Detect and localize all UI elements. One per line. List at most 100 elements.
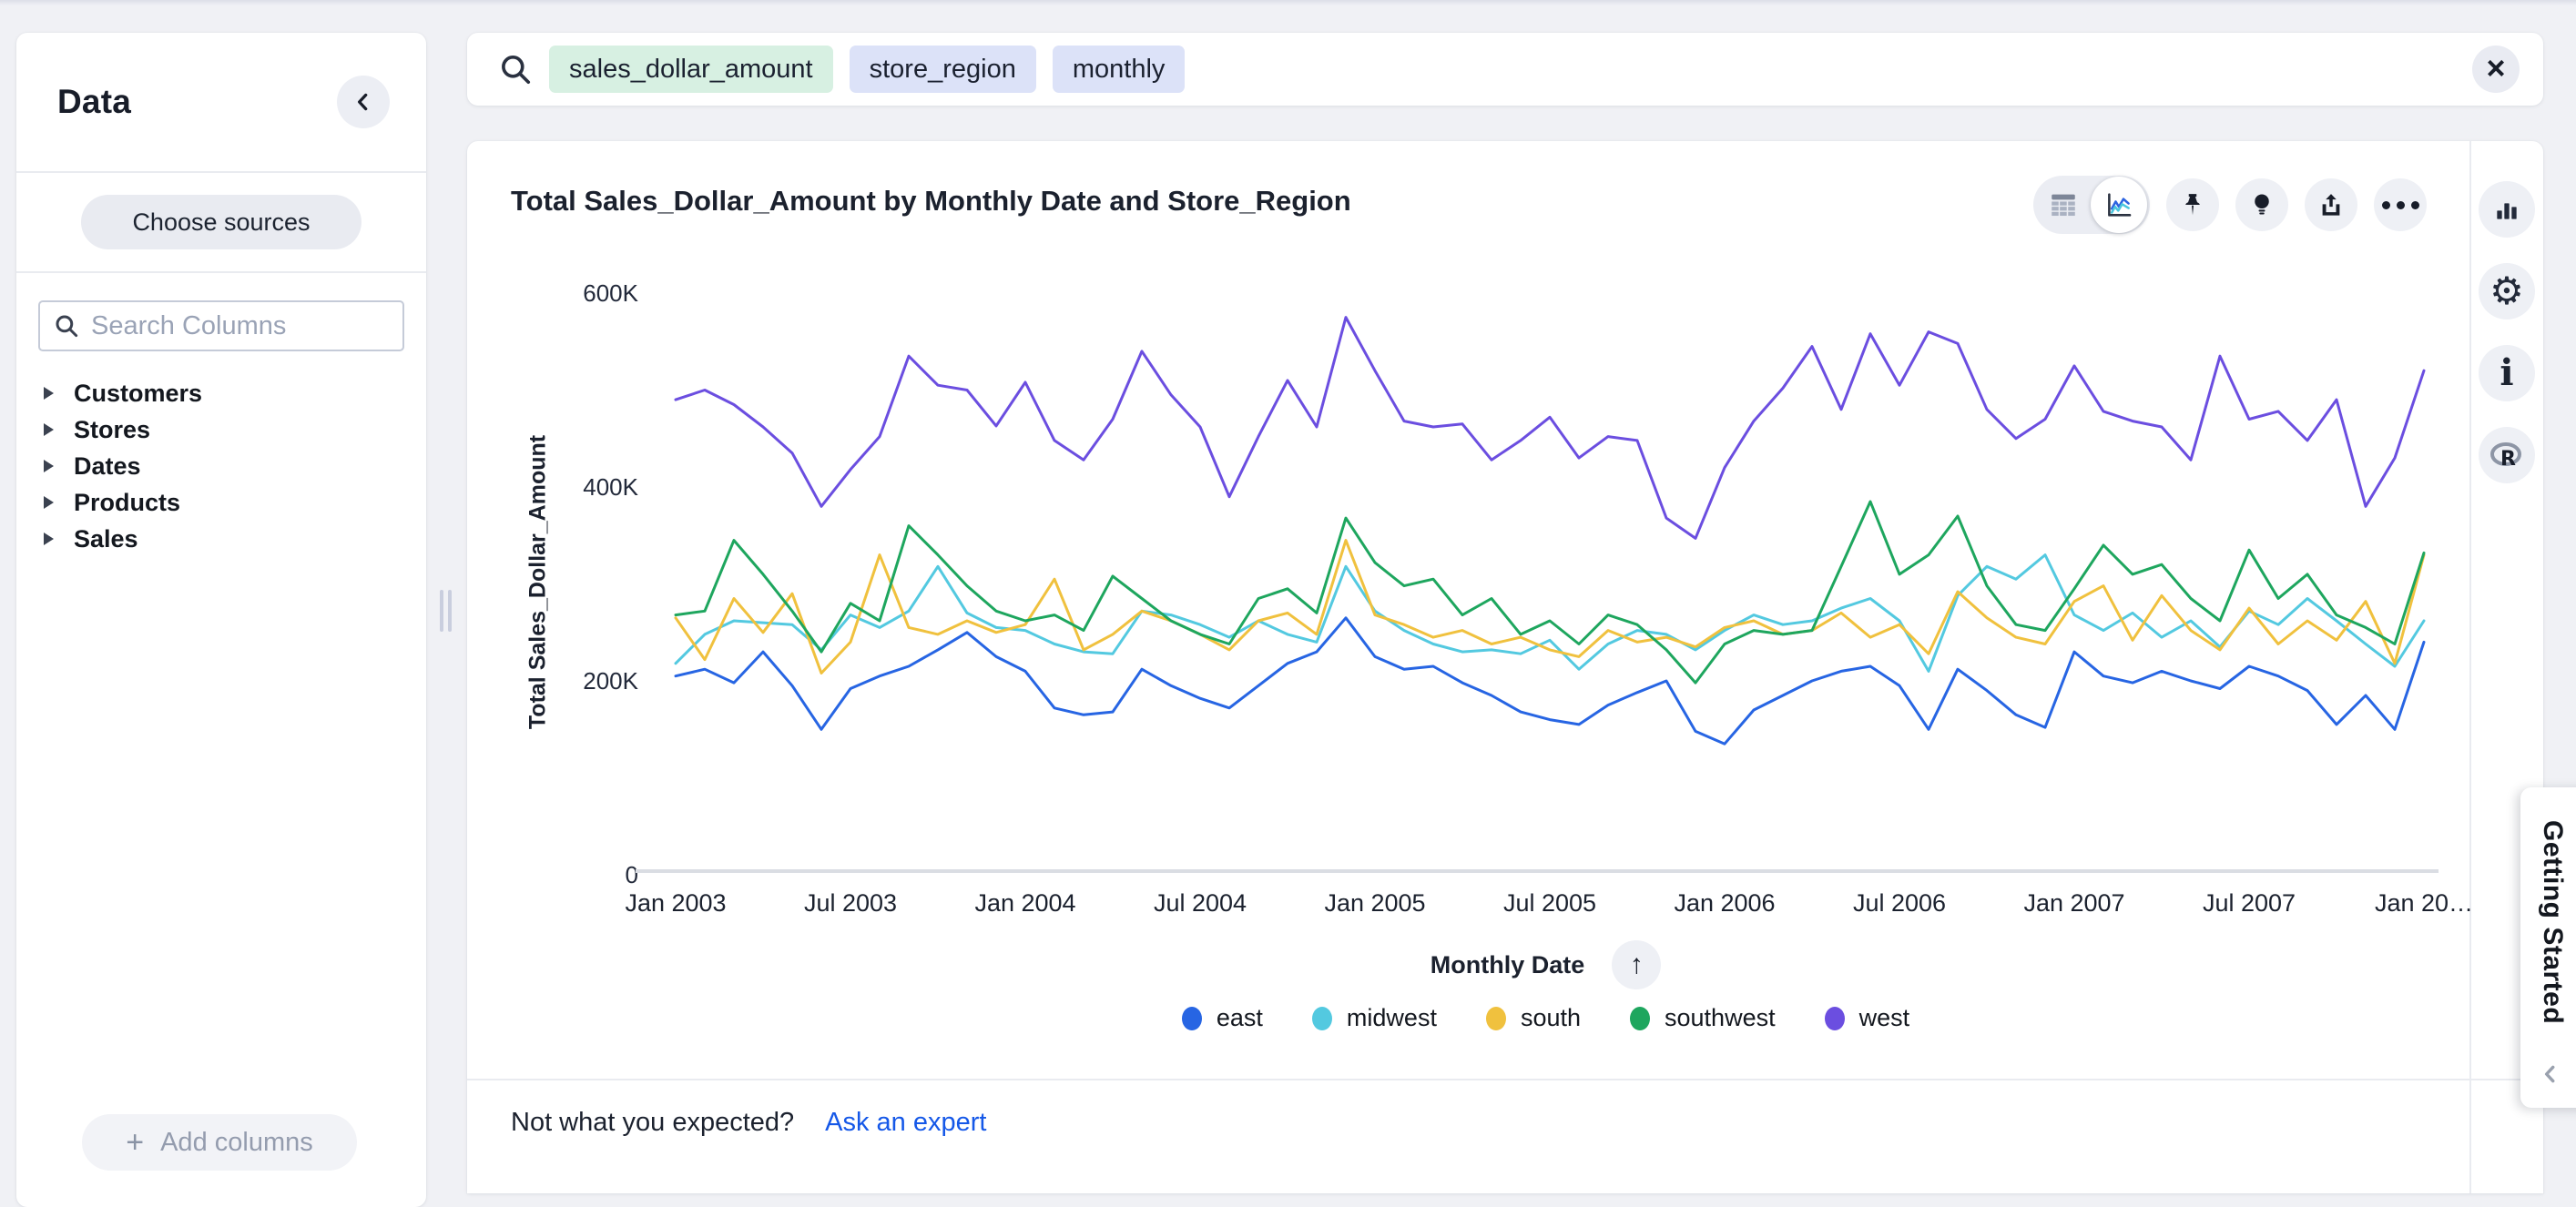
chart-settings-button[interactable]: ⚙ (2479, 263, 2535, 320)
tree-item-products[interactable]: Products (44, 484, 426, 521)
series-line-southwest[interactable] (674, 500, 2426, 685)
chevron-left-icon (2539, 1062, 2562, 1086)
caret-right-icon (44, 423, 54, 436)
search-columns-box[interactable] (38, 300, 434, 351)
plus-icon: + (126, 1124, 145, 1160)
sidebar-collapse-button[interactable] (337, 76, 390, 128)
y-tick-label: 200K (583, 667, 638, 695)
legend-label: east (1216, 1004, 1263, 1031)
choose-sources-button[interactable]: Choose sources (81, 195, 361, 249)
chart-legend: east midwest south southwest west (647, 1004, 2445, 1032)
legend-label: midwest (1346, 1004, 1437, 1031)
x-tick-label: Jan 2005 (1324, 889, 1426, 917)
footer-question: Not what you expected? (511, 1108, 795, 1137)
chart-toolbar (2033, 176, 2427, 234)
legend-label: southwest (1665, 1004, 1776, 1031)
x-tick-label: Jan 20… (2374, 889, 2474, 917)
x-tick-label: Jan 2006 (1674, 889, 1776, 917)
legend-dot (1181, 1006, 1202, 1030)
query-search-bar[interactable]: sales_dollar_amount store_region monthly × (467, 33, 2543, 106)
ellipsis-icon (2381, 200, 2419, 209)
legend-item-midwest[interactable]: midwest (1311, 1004, 1437, 1032)
series-line-south[interactable] (674, 539, 2426, 674)
sidebar-header: Data (16, 33, 426, 173)
rail-divider (2469, 141, 2471, 1193)
tree-item-dates[interactable]: Dates (44, 448, 426, 484)
add-columns-label: Add columns (160, 1127, 313, 1157)
search-token[interactable]: store_region (849, 46, 1036, 93)
x-tick-label: Jan 2003 (625, 889, 727, 917)
tree-item-label: Stores (74, 415, 151, 443)
line-chart-icon (2103, 189, 2134, 220)
chart-view-button[interactable] (2091, 177, 2147, 233)
tree-item-sales[interactable]: Sales (44, 521, 426, 557)
y-tick-label: 400K (583, 473, 638, 501)
caret-right-icon (44, 387, 54, 400)
insights-button[interactable] (2235, 178, 2288, 231)
line-chart[interactable] (647, 269, 2445, 888)
x-axis-line (636, 869, 2439, 873)
x-axis-label: Monthly Date (1430, 950, 1585, 979)
lightbulb-icon (2248, 191, 2276, 218)
search-icon (53, 312, 80, 340)
svg-text:R: R (2500, 448, 2516, 470)
caret-right-icon (44, 496, 54, 509)
legend-label: south (1520, 1004, 1582, 1031)
legend-item-east[interactable]: east (1181, 1004, 1263, 1032)
pin-button[interactable] (2166, 178, 2219, 231)
footer-divider (467, 1079, 2543, 1080)
legend-dot (1485, 1006, 1506, 1030)
chevron-left-icon (351, 90, 375, 114)
r-analysis-button[interactable]: R (2479, 427, 2535, 483)
search-token[interactable]: monthly (1052, 46, 1186, 93)
tree-item-label: Sales (74, 524, 138, 553)
gear-icon: ⚙ (2489, 269, 2524, 313)
series-line-west[interactable] (674, 316, 2426, 540)
legend-item-south[interactable]: south (1485, 1004, 1582, 1032)
series-line-east[interactable] (674, 616, 2426, 746)
search-columns-input[interactable] (91, 310, 434, 341)
info-button[interactable]: i (2479, 345, 2535, 401)
legend-label: west (1858, 1004, 1910, 1031)
caret-right-icon (44, 532, 54, 545)
ask-an-expert-link[interactable]: Ask an expert (825, 1108, 987, 1137)
columns-tree: Customers Stores Dates Products Sales (16, 359, 426, 557)
tree-item-label: Products (74, 488, 181, 516)
x-tick-label: Jan 2007 (2023, 889, 2125, 917)
more-options-button[interactable] (2374, 178, 2427, 231)
search-tokens: sales_dollar_amount store_region monthly (549, 46, 1186, 93)
tree-item-stores[interactable]: Stores (44, 411, 426, 448)
sort-ascending-button[interactable]: ↑ (1612, 940, 1662, 989)
search-token[interactable]: sales_dollar_amount (549, 46, 833, 93)
x-tick-label: Jul 2004 (1153, 889, 1247, 917)
legend-item-west[interactable]: west (1824, 1004, 1910, 1032)
legend-item-southwest[interactable]: southwest (1630, 1004, 1776, 1032)
add-columns-button[interactable]: + Add columns (82, 1114, 357, 1171)
table-view-button[interactable] (2036, 178, 2091, 231)
legend-dot (1311, 1006, 1332, 1030)
data-sidebar: Data Choose sources Customers Stores Dates… (16, 33, 434, 1207)
series-line-midwest[interactable] (674, 553, 2426, 673)
y-axis-title: Total Sales_Dollar_Amount (524, 434, 551, 730)
bar-chart-icon (2492, 195, 2521, 224)
y-tick-label: 0 (625, 861, 638, 888)
share-upload-icon (2317, 191, 2345, 218)
tree-item-customers[interactable]: Customers (44, 375, 426, 411)
answer-card: Total Sales_Dollar_Amount by Monthly Dat… (467, 141, 2543, 1193)
pin-icon (2179, 191, 2206, 218)
chart-type-button[interactable] (2479, 181, 2535, 238)
legend-dot (1630, 1006, 1651, 1030)
tree-item-label: Dates (74, 451, 141, 480)
getting-started-tab[interactable]: Getting Started (2520, 787, 2576, 1108)
clear-search-button[interactable]: × (2472, 46, 2520, 93)
panel-resize-handle[interactable] (440, 590, 453, 632)
info-icon: i (2500, 351, 2514, 394)
search-icon (498, 52, 533, 86)
share-button[interactable] (2305, 178, 2357, 231)
caret-right-icon (44, 460, 54, 472)
y-tick-label: 600K (583, 279, 638, 307)
sidebar-title: Data (57, 83, 131, 120)
x-tick-label: Jul 2005 (1502, 889, 1597, 917)
legend-dot (1824, 1006, 1845, 1030)
r-logo-icon: R (2489, 441, 2525, 470)
